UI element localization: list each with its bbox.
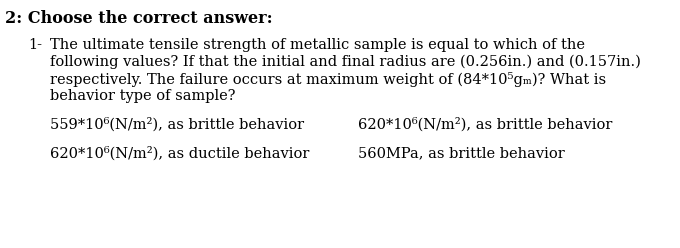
Text: 560MPa, as brittle behavior: 560MPa, as brittle behavior <box>358 146 565 160</box>
Text: 620*10⁶(N/m²), as ductile behavior: 620*10⁶(N/m²), as ductile behavior <box>50 146 309 160</box>
Text: 559*10⁶(N/m²), as brittle behavior: 559*10⁶(N/m²), as brittle behavior <box>50 117 304 131</box>
Text: The ultimate tensile strength of metallic sample is equal to which of the: The ultimate tensile strength of metalli… <box>50 38 585 52</box>
Text: following values? If that the initial and final radius are (0.256in.) and (0.157: following values? If that the initial an… <box>50 55 641 69</box>
Text: 1-: 1- <box>28 38 42 52</box>
Text: behavior type of sample?: behavior type of sample? <box>50 89 235 103</box>
Text: respectively. The failure occurs at maximum weight of (84*10⁵gₘ)? What is: respectively. The failure occurs at maxi… <box>50 72 606 87</box>
Text: 620*10⁶(N/m²), as brittle behavior: 620*10⁶(N/m²), as brittle behavior <box>358 117 613 131</box>
Text: 2: Choose the correct answer:: 2: Choose the correct answer: <box>5 10 273 27</box>
